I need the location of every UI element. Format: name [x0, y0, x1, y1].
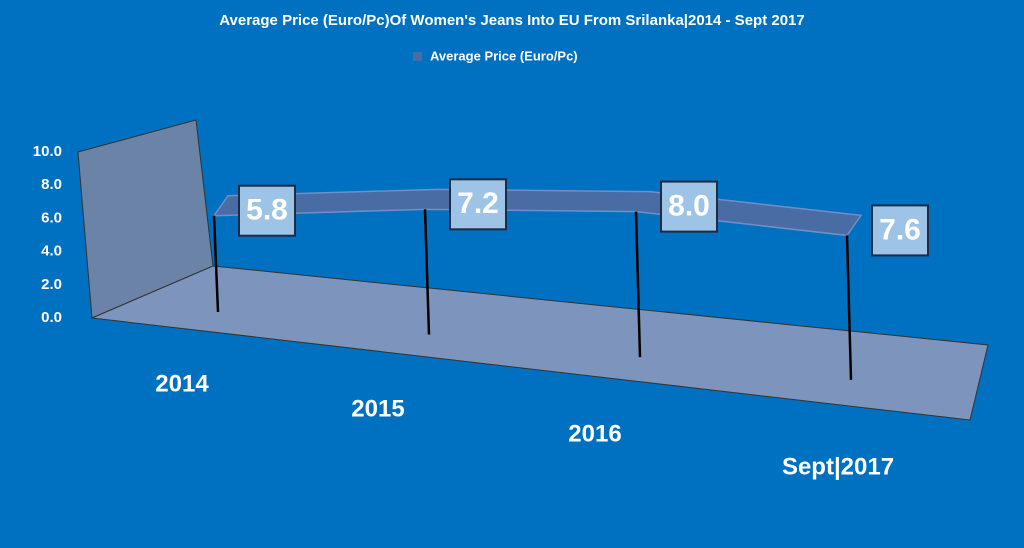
drop-line	[423, 209, 431, 335]
x-tick-label: 2014	[155, 370, 209, 397]
value-label-box	[660, 180, 718, 233]
y-tick-label: 0.0	[41, 309, 62, 326]
x-tick-label: 2015	[351, 395, 404, 422]
x-tick-label: Sept|2017	[782, 453, 894, 480]
y-tick-label: 4.0	[41, 243, 62, 260]
value-label-box	[871, 204, 929, 257]
legend-label: Average Price (Euro/Pc)	[430, 48, 578, 63]
value-label-box	[449, 178, 507, 231]
floor	[90, 265, 989, 421]
drop-line	[634, 211, 642, 358]
y-tick-label: 6.0	[41, 209, 62, 226]
value-label: 7.6	[879, 213, 921, 246]
y-tick-label: 2.0	[41, 276, 62, 293]
drop-line	[845, 235, 853, 380]
value-label: 5.8	[246, 194, 288, 227]
x-tick-label: 2016	[568, 420, 621, 447]
value-label-box	[238, 184, 296, 237]
legend-swatch	[413, 52, 422, 61]
value-label: 7.2	[457, 187, 499, 220]
y-tick-label: 10.0	[33, 143, 62, 160]
value-label: 8.0	[668, 190, 710, 223]
drop-line	[212, 215, 220, 313]
chart-title: Average Price (Euro/Pc)Of Women's Jeans …	[219, 12, 804, 29]
y-tick-label: 8.0	[41, 176, 62, 193]
